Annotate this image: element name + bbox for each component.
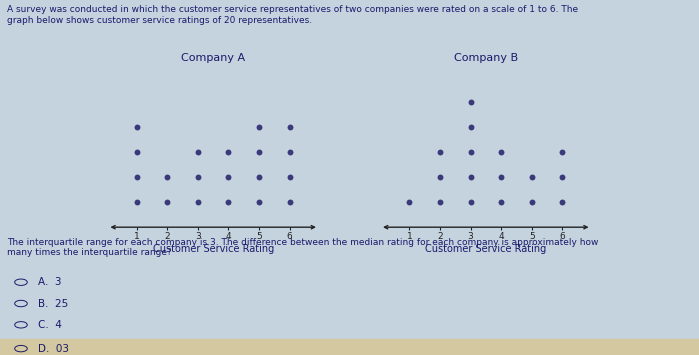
Point — [465, 149, 476, 155]
Point — [434, 199, 445, 205]
Point — [496, 174, 507, 180]
Point — [465, 99, 476, 104]
Text: D.  03: D. 03 — [38, 344, 69, 354]
Point — [223, 199, 234, 205]
Point — [434, 174, 445, 180]
Point — [254, 149, 265, 155]
Point — [161, 199, 173, 205]
Point — [556, 149, 568, 155]
Point — [254, 199, 265, 205]
Point — [131, 124, 143, 130]
Point — [465, 124, 476, 130]
Point — [192, 174, 203, 180]
X-axis label: Customer Service Rating: Customer Service Rating — [152, 244, 274, 254]
Point — [223, 149, 234, 155]
Point — [161, 174, 173, 180]
Text: The interquartile range for each company is 3. The difference between the median: The interquartile range for each company… — [7, 238, 598, 257]
Point — [526, 174, 538, 180]
Point — [465, 174, 476, 180]
Point — [556, 174, 568, 180]
Text: B.  25: B. 25 — [38, 299, 69, 308]
Point — [284, 124, 295, 130]
X-axis label: Customer Service Rating: Customer Service Rating — [425, 244, 547, 254]
Point — [254, 174, 265, 180]
Point — [223, 174, 234, 180]
Text: A survey was conducted in which the customer service representatives of two comp: A survey was conducted in which the cust… — [7, 5, 578, 25]
Title: Company B: Company B — [454, 53, 518, 63]
Point — [434, 149, 445, 155]
Point — [192, 149, 203, 155]
Title: Company A: Company A — [181, 53, 245, 63]
Point — [284, 149, 295, 155]
Text: C.  4: C. 4 — [38, 320, 62, 330]
Point — [526, 199, 538, 205]
Point — [254, 124, 265, 130]
Point — [192, 199, 203, 205]
Point — [284, 199, 295, 205]
Point — [556, 199, 568, 205]
Point — [465, 199, 476, 205]
Point — [131, 199, 143, 205]
Point — [404, 199, 415, 205]
Point — [131, 174, 143, 180]
Point — [496, 149, 507, 155]
Point — [284, 174, 295, 180]
Point — [496, 199, 507, 205]
Point — [131, 149, 143, 155]
Text: A.  3: A. 3 — [38, 277, 62, 287]
